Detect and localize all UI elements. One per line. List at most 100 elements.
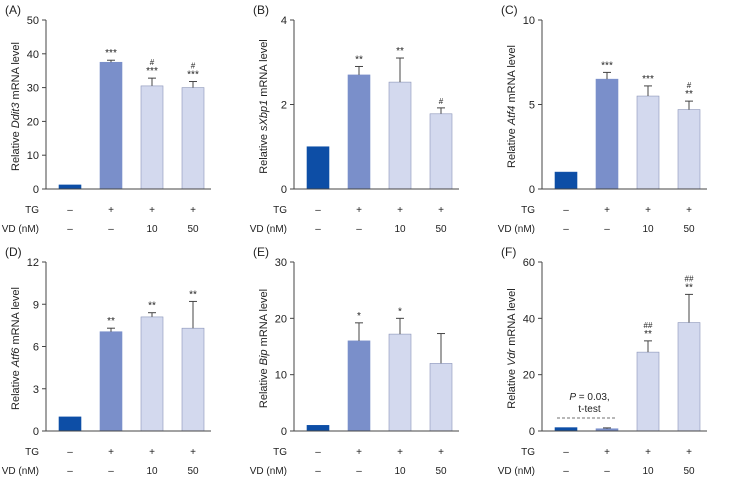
y-tick-label: 0 (281, 184, 287, 196)
tg-marker: – (315, 205, 321, 216)
significance-mark: *** (601, 60, 613, 71)
vd-row-label: VD (nM) (498, 224, 535, 235)
vd-marker: 50 (683, 224, 695, 235)
significance-mark: ** (107, 316, 115, 327)
vd-row-label: VD (nM) (250, 224, 287, 235)
tg-marker: – (315, 447, 321, 458)
vd-marker: 50 (187, 224, 199, 235)
significance-mark: *** (105, 48, 117, 59)
significance-mark: # (687, 81, 692, 90)
tg-marker: + (645, 205, 651, 216)
panel-label: (F) (501, 245, 516, 259)
bar-1 (58, 416, 82, 432)
significance-mark: ## (644, 321, 653, 330)
y-tick-label: 30 (275, 257, 287, 269)
vd-marker: – (604, 224, 610, 235)
vd-marker: 10 (146, 466, 158, 477)
tg-row-label: TG (273, 447, 287, 458)
vd-marker: 10 (642, 224, 654, 235)
bar-2 (99, 331, 123, 432)
bar-4 (181, 327, 205, 432)
bar-2 (99, 61, 123, 190)
significance-mark: ** (644, 329, 652, 340)
panel-label: (A) (5, 3, 21, 17)
y-tick-label: 30 (27, 83, 39, 95)
bar-2 (595, 78, 619, 190)
vd-row-label: VD (nM) (2, 466, 39, 477)
tg-marker: + (108, 205, 114, 216)
panel-label: (C) (501, 3, 518, 17)
tg-marker: + (356, 205, 362, 216)
panel-label: (B) (253, 3, 269, 17)
y-tick-label: 5 (529, 100, 535, 112)
bar-2 (347, 340, 371, 432)
y-tick-label: 20 (275, 313, 287, 325)
tg-marker: + (190, 205, 196, 216)
significance-mark: *** (642, 74, 654, 85)
tg-marker: + (645, 447, 651, 458)
y-tick-label: 0 (529, 426, 535, 438)
significance-mark: # (439, 97, 444, 106)
panel-1: (A) 0 10 20 30 40 50 Relative Ddit3 mRNA level –… (2, 3, 211, 235)
y-tick-label: 6 (33, 342, 39, 354)
y-tick-label: 40 (523, 313, 535, 325)
tg-marker: + (108, 447, 114, 458)
tg-marker: + (149, 205, 155, 216)
significance-mark: ## (685, 274, 694, 283)
bar-3 (636, 351, 660, 432)
y-tick-label: 2 (281, 100, 287, 112)
tg-marker: + (356, 447, 362, 458)
bar-3 (388, 81, 412, 190)
tg-marker: + (604, 447, 610, 458)
vd-marker: – (563, 224, 569, 235)
panel-label: (D) (5, 245, 22, 259)
significance-mark: * (398, 306, 402, 317)
significance-mark: ** (189, 289, 197, 300)
tg-marker: + (438, 447, 444, 458)
y-tick-label: 10 (523, 15, 535, 27)
tg-row-label: TG (25, 205, 39, 216)
panel-3: (C) 0 5 10 Relative Atf4 mRNA level – – *** + – **… (498, 3, 707, 235)
significance-mark: ** (685, 282, 693, 293)
y-tick-label: 50 (27, 15, 39, 27)
y-axis-title: Relative sXbp1 mRNA level (258, 39, 270, 174)
vd-marker: – (356, 466, 362, 477)
y-tick-label: 40 (27, 49, 39, 61)
y-tick-label: 4 (281, 15, 287, 27)
tg-row-label: TG (521, 447, 535, 458)
vd-marker: 10 (642, 466, 654, 477)
vd-marker: 50 (435, 466, 447, 477)
vd-marker: – (67, 224, 73, 235)
tg-marker: – (563, 205, 569, 216)
vd-marker: – (315, 466, 321, 477)
vd-marker: 10 (394, 224, 406, 235)
test-annotation: t-test (578, 404, 600, 415)
vd-marker: – (356, 224, 362, 235)
tg-marker: + (604, 205, 610, 216)
significance-mark: ** (685, 89, 693, 100)
significance-mark: ** (396, 46, 404, 57)
bar-3 (636, 95, 660, 190)
y-axis-title: Relative Atf4 mRNA level (506, 45, 518, 168)
bar-1 (554, 171, 578, 190)
vd-marker: 50 (435, 224, 447, 235)
y-tick-label: 10 (27, 150, 39, 162)
significance-mark: *** (146, 66, 158, 77)
significance-mark: *** (187, 70, 199, 81)
y-tick-label: 20 (523, 370, 535, 382)
tg-marker: + (190, 447, 196, 458)
bar-4 (677, 109, 701, 190)
significance-mark: * (357, 311, 361, 322)
vd-marker: 50 (683, 466, 695, 477)
bar-1 (58, 184, 82, 190)
vd-row-label: VD (nM) (2, 224, 39, 235)
vd-marker: – (604, 466, 610, 477)
bar-1 (306, 425, 330, 432)
significance-mark: # (150, 58, 155, 67)
y-tick-label: 12 (27, 257, 39, 269)
tg-marker: + (149, 447, 155, 458)
tg-marker: – (67, 205, 73, 216)
tg-marker: + (686, 447, 692, 458)
vd-marker: – (108, 466, 114, 477)
p-value-annotation: P = 0.03, (569, 392, 609, 403)
